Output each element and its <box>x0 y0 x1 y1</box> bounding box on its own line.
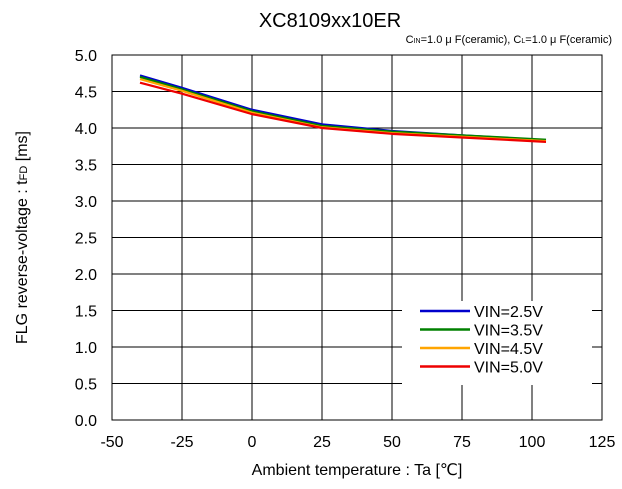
legend-label: VIN=3.5V <box>474 323 543 340</box>
x-tick-label: 0 <box>248 434 257 451</box>
x-tick-label: 75 <box>453 434 471 451</box>
legend-label: VIN=2.5V <box>474 304 543 321</box>
subtitle-part: =1.0 μ F(ceramic) <box>525 34 612 46</box>
plot-frame <box>111 54 603 421</box>
y-label-sub: FD <box>18 166 30 181</box>
y-tick-label: 3.5 <box>75 158 97 175</box>
x-tick-label: -50 <box>100 434 123 451</box>
series-line-4 <box>139 81 547 143</box>
y-tick-label: 4.5 <box>75 85 97 102</box>
y-tick-label: 1.0 <box>75 340 97 357</box>
chart-subtitle: CIN=1.0 μ F(ceramic), CL=1.0 μ F(ceramic… <box>406 34 612 46</box>
series-line-2 <box>139 75 547 141</box>
y-label-main: FLG reverse-voltage : t <box>14 180 31 344</box>
x-axis-ticks: -50 -25 0 25 50 75 100 125 <box>100 434 615 451</box>
series-line-3 <box>139 78 547 143</box>
x-tick-label: 50 <box>383 434 401 451</box>
subtitle-part: L <box>521 38 525 45</box>
y-axis-ticks: 0.0 0.5 1.0 1.5 2.0 2.5 3.0 3.5 4.0 4.5 5.0 <box>75 48 97 430</box>
y-tick-label: 0.0 <box>75 413 97 430</box>
y-tick-label: 2.0 <box>75 267 97 284</box>
legend-box <box>402 301 592 385</box>
legend-label: VIN=5.0V <box>474 360 543 377</box>
y-tick-label: 0.5 <box>75 377 97 394</box>
y-tick-label: 2.5 <box>75 231 97 248</box>
x-tick-label: 25 <box>313 434 331 451</box>
y-tick-label: 3.0 <box>75 194 97 211</box>
series-lines <box>139 74 547 143</box>
x-axis-label: Ambient temperature : Ta [℃] <box>252 462 463 479</box>
chart-title: XC8109xx10ER <box>259 10 401 32</box>
subtitle-part: C <box>406 34 414 46</box>
legend-label: VIN=4.5V <box>474 341 543 358</box>
subtitle-part: =1.0 μ F(ceramic), C <box>421 34 522 46</box>
y-label-unit: [ms] <box>14 131 31 166</box>
y-tick-label: 1.5 <box>75 304 97 321</box>
y-axis-label: FLG reverse-voltage : tFD [ms] <box>14 131 31 344</box>
x-tick-label: -25 <box>170 434 193 451</box>
y-tick-label: 4.0 <box>75 121 97 138</box>
x-tick-label: 125 <box>589 434 616 451</box>
y-tick-label: 5.0 <box>75 48 97 65</box>
subtitle-part: IN <box>414 38 421 45</box>
x-tick-label: 100 <box>519 434 546 451</box>
